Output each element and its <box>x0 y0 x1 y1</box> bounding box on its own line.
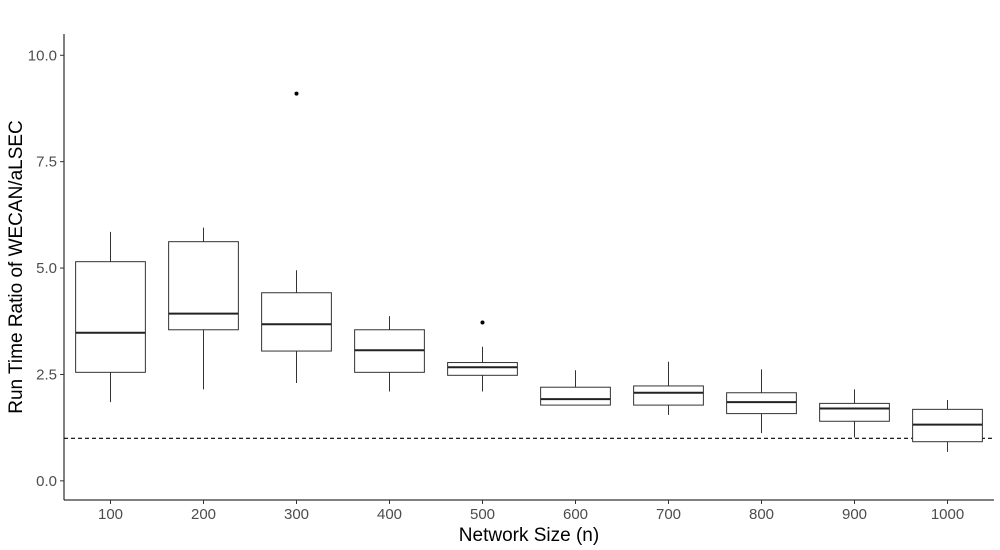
x-tick-label: 900 <box>842 506 867 523</box>
box-700 <box>633 361 704 415</box>
box-500 <box>447 320 518 392</box>
x-tick-label: 1000 <box>931 506 964 523</box>
box-iqr <box>633 385 704 406</box>
outlier-point <box>294 91 299 96</box>
y-axis-title: Run Time Ratio of WECAN/aLSEC <box>6 120 27 414</box>
x-tick-label: 200 <box>191 506 216 523</box>
y-tick-label: 7.5 <box>36 154 57 171</box>
box-900 <box>819 389 890 438</box>
outlier-point <box>480 320 485 325</box>
box-iqr <box>819 402 890 422</box>
x-tick-label: 500 <box>470 506 495 523</box>
box-300 <box>261 91 332 383</box>
x-tick-label: 300 <box>284 506 309 523</box>
box-600 <box>540 370 611 406</box>
chart-marks <box>64 91 994 452</box>
y-tick-label: 10.0 <box>28 47 57 64</box>
x-tick-label: 600 <box>563 506 588 523</box>
box-iqr <box>261 292 332 352</box>
box-200 <box>168 227 239 390</box>
x-tick-label: 100 <box>98 506 123 523</box>
x-tick-label: 800 <box>749 506 774 523</box>
y-axis-ticks: 0.0 2.5 5.0 7.5 10.0 <box>28 47 64 490</box>
x-axis-ticks: 100 200 300 400 500 600 700 800 900 1000 <box>98 500 964 523</box>
box-800 <box>726 369 797 434</box>
y-tick-label: 5.0 <box>36 260 57 277</box>
box-iqr <box>447 362 518 376</box>
x-tick-label: 700 <box>656 506 681 523</box>
box-iqr <box>75 261 146 373</box>
box-iqr <box>168 241 239 331</box>
box-iqr <box>540 386 611 406</box>
x-tick-label: 400 <box>377 506 402 523</box>
box-400 <box>354 316 425 392</box>
box-iqr <box>726 392 797 415</box>
box-100 <box>75 231 146 403</box>
y-tick-label: 0.0 <box>36 473 57 490</box>
x-axis-title: Network Size (n) <box>459 525 599 546</box>
y-tick-label: 2.5 <box>36 366 57 383</box>
box-1000 <box>912 399 983 452</box>
